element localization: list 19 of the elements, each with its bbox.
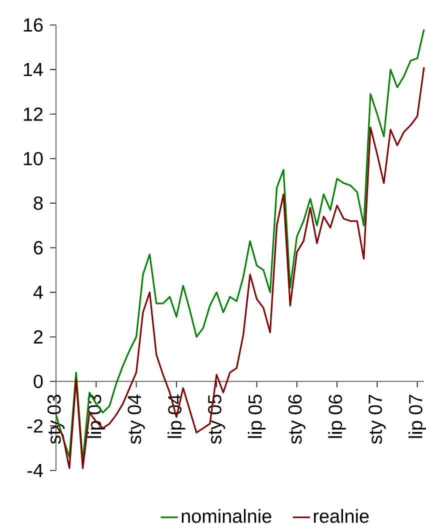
x-tick-label: lip 07 (408, 394, 426, 438)
x-tick-label: sty 06 (288, 394, 306, 444)
y-tick-label: 16 (24, 18, 43, 32)
x-tick-label: sty 07 (368, 394, 386, 444)
y-tick-label: 10 (24, 152, 43, 166)
y-tick-label: 8 (34, 196, 43, 210)
x-tick-label: sty 04 (128, 394, 145, 444)
x-tick-label: lip 06 (328, 394, 346, 438)
y-tick-label: -4 (28, 464, 43, 478)
y-tick-label: -2 (28, 419, 43, 433)
y-tick-label: 0 (34, 374, 43, 388)
y-tick-label: 4 (33, 286, 43, 299)
y-tick-label: 12 (24, 107, 43, 121)
legend-label: realnie (314, 508, 369, 523)
y-tick-label: 2 (34, 330, 43, 344)
x-tick-label: lip 05 (248, 394, 266, 438)
y-tick-label: 14 (24, 63, 43, 76)
y-tick-label: 6 (34, 241, 43, 254)
legend-label: nominalnie (182, 508, 272, 523)
